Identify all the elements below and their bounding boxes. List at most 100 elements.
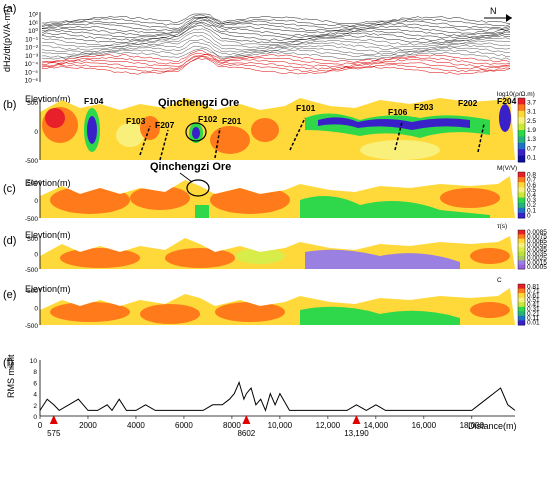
panel-b-section xyxy=(40,96,515,160)
decay-curves xyxy=(41,13,511,75)
panel-b-faults xyxy=(139,117,485,161)
colorbar-tick-d: 0.0045 xyxy=(527,247,547,254)
ore-outline xyxy=(185,122,207,142)
xtick-label: 0 xyxy=(38,421,43,430)
panel-c-patch xyxy=(440,188,500,208)
colorbar-swatch-c xyxy=(518,202,525,209)
colorbar-tick-e: 0.61 xyxy=(527,292,540,299)
colorbar-title-c: M(V/V) xyxy=(497,165,517,172)
fault-label-F201: F201 xyxy=(222,116,242,126)
colorbar-tick-b: 2.5 xyxy=(527,118,536,125)
panel-d-patch xyxy=(165,248,235,268)
fault-label-F103: F103 xyxy=(126,116,146,126)
panel-c-patch xyxy=(210,186,290,214)
decay-curve xyxy=(42,35,511,51)
colorbar-tick-e: 0.21 xyxy=(527,311,540,318)
colorbar-tick-d: 0.0085 xyxy=(527,229,547,236)
colorbar-swatch-e xyxy=(518,284,525,290)
fault-label-F101: F101 xyxy=(296,103,316,113)
colorbar-swatch-d xyxy=(518,251,525,257)
colorbar-tick-e: 0.71 xyxy=(527,288,540,295)
decay-curve xyxy=(41,17,511,32)
colorbar-tick-c: 0.1 xyxy=(527,207,536,214)
colorbar-tick-d: 0.0055 xyxy=(527,242,547,249)
colorbar-tick-b: 1.3 xyxy=(527,136,536,143)
panel-a-ytick: 10⁻⁶ xyxy=(25,78,39,85)
panel-e-patch xyxy=(215,302,285,322)
colorbar-swatch-c xyxy=(518,212,525,219)
panel-b-labels: F104 F103 F207 F102 F201 F101 F106 F203 … xyxy=(84,96,517,130)
panel-a-letter: (a) xyxy=(3,3,16,15)
section-ytick: 0 xyxy=(34,129,38,136)
panel-a-ytick: 10⁻¹ xyxy=(25,36,39,43)
panel-a-ytick: 10² xyxy=(29,12,39,19)
colorbar-tick-c: 0.7 xyxy=(527,177,536,184)
decay-curve xyxy=(41,58,511,75)
panel-b-patch xyxy=(45,108,65,128)
panel-c-patch xyxy=(300,196,490,218)
panel-d-patch xyxy=(60,248,140,268)
xtick-label: 10,000 xyxy=(268,421,293,430)
decay-curve xyxy=(41,16,511,29)
xtick-label: 16,000 xyxy=(412,421,437,430)
colorbar-swatch-c xyxy=(518,197,525,204)
colorbar-swatch-e xyxy=(518,315,525,321)
colorbar-frame-b xyxy=(517,97,526,163)
panel-a-ytick: 10⁻⁵ xyxy=(25,69,39,76)
fault-label-F204: F204 xyxy=(497,96,517,106)
colorbar-tick-c: 0.3 xyxy=(527,197,536,204)
colorbar-swatch-b xyxy=(518,142,525,150)
colorbar-swatch-d xyxy=(518,243,525,248)
panel-c-patch xyxy=(50,186,130,214)
colorbar-swatch-e xyxy=(518,306,525,312)
xaxis-label: Distance(m) xyxy=(468,421,517,431)
colorbar-swatch-e xyxy=(518,302,525,308)
colorbar-tick-b: 0.1 xyxy=(527,154,536,161)
colorbar-swatch-e xyxy=(518,311,525,317)
section-ytick: 0 xyxy=(34,252,38,259)
colorbar-swatch-b xyxy=(518,123,525,131)
colorbar-swatch-d xyxy=(518,238,525,244)
marker-triangle xyxy=(49,415,58,424)
colorbar-tick-d: 0.0075 xyxy=(527,234,547,241)
fault-label-F203: F203 xyxy=(414,102,434,112)
decay-curve xyxy=(41,19,511,37)
colorbar-tick-e: 0.31 xyxy=(527,306,540,313)
north-label: N xyxy=(490,6,497,16)
panel-b-letter: (b) xyxy=(3,99,16,111)
panel-a-ylabel: dHz/dt(pV/A·m⁴) xyxy=(2,6,12,72)
colorbar-swatch-c xyxy=(518,182,525,188)
colorbar-swatch-d xyxy=(518,260,525,266)
decay-curve xyxy=(41,56,511,73)
fault-line xyxy=(214,127,221,159)
colorbar-tick-c: 0.6 xyxy=(527,182,536,189)
colorbar-tick-b: 1.9 xyxy=(527,127,536,134)
panel-c-patch xyxy=(130,186,190,210)
panel-a-ytick: 10⁰ xyxy=(28,27,38,35)
fault-label-F207: F207 xyxy=(155,120,175,130)
panel-b-conductor-core xyxy=(318,117,470,130)
colorbar-swatch-e xyxy=(518,293,525,299)
section-yticks: 500 0 -500 500 0 -500 500 0 -500 500 0 -500 xyxy=(25,100,41,330)
panel-c-section xyxy=(40,176,515,218)
panel-b-elev-label: Elevtion(m) xyxy=(25,94,71,104)
marker-triangle xyxy=(242,415,251,424)
colorbar-title-b: log10(ρ/Ω.m) xyxy=(497,91,535,98)
colorbar-title-d: τ(s) xyxy=(497,223,507,230)
colorbar-tick-e: 0.81 xyxy=(527,283,540,290)
fault-line xyxy=(289,117,306,151)
colorbars: log10(ρ/Ω.m) 3.7 3.1 2.5 1.9 1.3 0.7 0.1 M(V/V) 0… xyxy=(497,91,547,327)
panel-e-patch xyxy=(470,302,510,318)
fault-label-F202: F202 xyxy=(458,98,478,108)
colorbar-frame-d xyxy=(517,229,526,270)
colorbar-swatch-b xyxy=(518,155,525,163)
decay-curve xyxy=(41,28,511,46)
colorbar-swatch-b xyxy=(518,98,525,105)
colorbar-title-e: C xyxy=(497,277,502,284)
section-ytick: -500 xyxy=(25,267,38,274)
panel-b-patch xyxy=(140,116,160,140)
panel-e-letter: (e) xyxy=(3,289,16,301)
decay-curve xyxy=(41,14,511,27)
panel-a-ytick: 10⁻³ xyxy=(25,53,39,60)
xtick-label: 6000 xyxy=(175,421,193,430)
